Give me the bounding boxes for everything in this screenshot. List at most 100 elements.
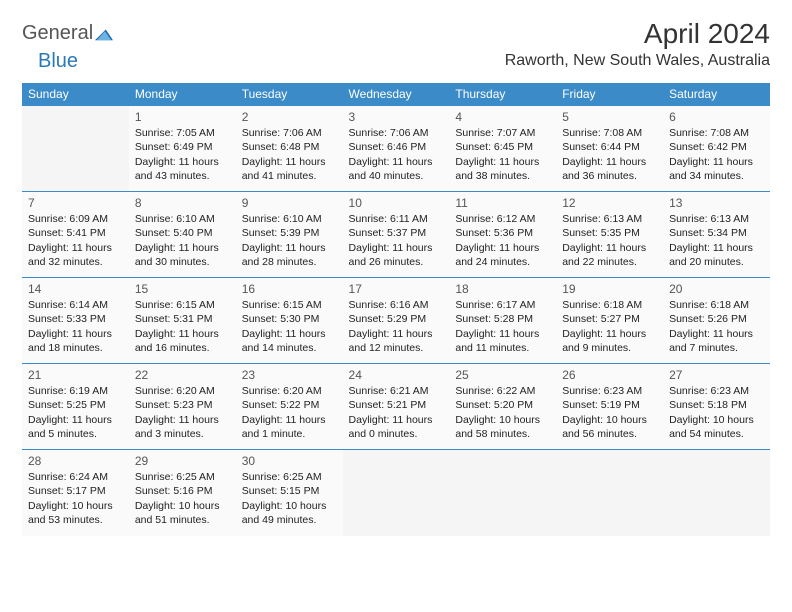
calendar-day-cell: 6Sunrise: 7:08 AMSunset: 6:42 PMDaylight… [663, 106, 770, 192]
sunrise-text: Sunrise: 6:24 AM [28, 470, 123, 484]
sunrise-text: Sunrise: 6:14 AM [28, 298, 123, 312]
calendar-day-cell: 15Sunrise: 6:15 AMSunset: 5:31 PMDayligh… [129, 278, 236, 364]
sunset-text: Sunset: 5:40 PM [135, 226, 230, 240]
sunrise-text: Sunrise: 7:06 AM [242, 126, 337, 140]
day-number: 13 [669, 195, 764, 211]
daylight-text: Daylight: 11 hours and 22 minutes. [562, 241, 657, 269]
day-number: 25 [455, 367, 550, 383]
day-number: 16 [242, 281, 337, 297]
day-number: 19 [562, 281, 657, 297]
sunset-text: Sunset: 6:45 PM [455, 140, 550, 154]
location-subtitle: Raworth, New South Wales, Australia [505, 52, 770, 70]
daylight-text: Daylight: 11 hours and 41 minutes. [242, 155, 337, 183]
daylight-text: Daylight: 11 hours and 38 minutes. [455, 155, 550, 183]
calendar-day-cell [663, 450, 770, 536]
daylight-text: Daylight: 10 hours and 53 minutes. [28, 499, 123, 527]
calendar-day-cell: 18Sunrise: 6:17 AMSunset: 5:28 PMDayligh… [449, 278, 556, 364]
sunset-text: Sunset: 5:35 PM [562, 226, 657, 240]
calendar-day-cell: 4Sunrise: 7:07 AMSunset: 6:45 PMDaylight… [449, 106, 556, 192]
day-number: 27 [669, 367, 764, 383]
sunrise-text: Sunrise: 6:15 AM [135, 298, 230, 312]
sunset-text: Sunset: 5:31 PM [135, 312, 230, 326]
sunset-text: Sunset: 5:20 PM [455, 398, 550, 412]
daylight-text: Daylight: 10 hours and 49 minutes. [242, 499, 337, 527]
day-header: Monday [129, 83, 236, 106]
calendar-day-cell: 7Sunrise: 6:09 AMSunset: 5:41 PMDaylight… [22, 192, 129, 278]
daylight-text: Daylight: 11 hours and 12 minutes. [349, 327, 444, 355]
day-header-row: SundayMondayTuesdayWednesdayThursdayFrid… [22, 83, 770, 106]
day-number: 21 [28, 367, 123, 383]
daylight-text: Daylight: 11 hours and 43 minutes. [135, 155, 230, 183]
calendar-page: General April 2024 Raworth, New South Wa… [0, 0, 792, 554]
daylight-text: Daylight: 11 hours and 32 minutes. [28, 241, 123, 269]
calendar-week-row: 7Sunrise: 6:09 AMSunset: 5:41 PMDaylight… [22, 192, 770, 278]
sunset-text: Sunset: 6:46 PM [349, 140, 444, 154]
sunrise-text: Sunrise: 7:08 AM [669, 126, 764, 140]
calendar-day-cell: 14Sunrise: 6:14 AMSunset: 5:33 PMDayligh… [22, 278, 129, 364]
sunset-text: Sunset: 6:42 PM [669, 140, 764, 154]
title-block: April 2024 Raworth, New South Wales, Aus… [505, 18, 770, 70]
sunrise-text: Sunrise: 6:23 AM [669, 384, 764, 398]
daylight-text: Daylight: 11 hours and 26 minutes. [349, 241, 444, 269]
sunset-text: Sunset: 5:15 PM [242, 484, 337, 498]
day-number: 9 [242, 195, 337, 211]
calendar-day-cell: 29Sunrise: 6:25 AMSunset: 5:16 PMDayligh… [129, 450, 236, 536]
sunrise-text: Sunrise: 6:10 AM [135, 212, 230, 226]
daylight-text: Daylight: 11 hours and 34 minutes. [669, 155, 764, 183]
calendar-table: SundayMondayTuesdayWednesdayThursdayFrid… [22, 83, 770, 536]
day-number: 14 [28, 281, 123, 297]
sunrise-text: Sunrise: 6:25 AM [135, 470, 230, 484]
sunset-text: Sunset: 5:28 PM [455, 312, 550, 326]
sunrise-text: Sunrise: 6:20 AM [135, 384, 230, 398]
calendar-week-row: 14Sunrise: 6:14 AMSunset: 5:33 PMDayligh… [22, 278, 770, 364]
sunrise-text: Sunrise: 6:21 AM [349, 384, 444, 398]
sunrise-text: Sunrise: 6:15 AM [242, 298, 337, 312]
calendar-day-cell [449, 450, 556, 536]
daylight-text: Daylight: 11 hours and 14 minutes. [242, 327, 337, 355]
sunset-text: Sunset: 5:27 PM [562, 312, 657, 326]
calendar-day-cell: 1Sunrise: 7:05 AMSunset: 6:49 PMDaylight… [129, 106, 236, 192]
sunset-text: Sunset: 5:36 PM [455, 226, 550, 240]
brand-triangle-icon [95, 27, 113, 41]
calendar-day-cell: 17Sunrise: 6:16 AMSunset: 5:29 PMDayligh… [343, 278, 450, 364]
brand-text-blue: Blue [38, 50, 78, 72]
calendar-day-cell: 22Sunrise: 6:20 AMSunset: 5:23 PMDayligh… [129, 364, 236, 450]
day-number: 17 [349, 281, 444, 297]
calendar-day-cell: 5Sunrise: 7:08 AMSunset: 6:44 PMDaylight… [556, 106, 663, 192]
sunrise-text: Sunrise: 6:16 AM [349, 298, 444, 312]
calendar-day-cell: 25Sunrise: 6:22 AMSunset: 5:20 PMDayligh… [449, 364, 556, 450]
calendar-day-cell: 26Sunrise: 6:23 AMSunset: 5:19 PMDayligh… [556, 364, 663, 450]
sunset-text: Sunset: 5:37 PM [349, 226, 444, 240]
calendar-day-cell [343, 450, 450, 536]
sunset-text: Sunset: 6:48 PM [242, 140, 337, 154]
sunset-text: Sunset: 6:49 PM [135, 140, 230, 154]
calendar-head: SundayMondayTuesdayWednesdayThursdayFrid… [22, 83, 770, 106]
day-number: 7 [28, 195, 123, 211]
calendar-day-cell: 28Sunrise: 6:24 AMSunset: 5:17 PMDayligh… [22, 450, 129, 536]
day-number: 3 [349, 109, 444, 125]
daylight-text: Daylight: 11 hours and 0 minutes. [349, 413, 444, 441]
calendar-day-cell: 12Sunrise: 6:13 AMSunset: 5:35 PMDayligh… [556, 192, 663, 278]
daylight-text: Daylight: 11 hours and 36 minutes. [562, 155, 657, 183]
sunset-text: Sunset: 5:26 PM [669, 312, 764, 326]
day-header: Wednesday [343, 83, 450, 106]
sunrise-text: Sunrise: 7:08 AM [562, 126, 657, 140]
day-number: 20 [669, 281, 764, 297]
sunrise-text: Sunrise: 6:20 AM [242, 384, 337, 398]
sunrise-text: Sunrise: 7:05 AM [135, 126, 230, 140]
calendar-week-row: 28Sunrise: 6:24 AMSunset: 5:17 PMDayligh… [22, 450, 770, 536]
day-number: 30 [242, 453, 337, 469]
daylight-text: Daylight: 10 hours and 56 minutes. [562, 413, 657, 441]
day-number: 5 [562, 109, 657, 125]
calendar-day-cell: 9Sunrise: 6:10 AMSunset: 5:39 PMDaylight… [236, 192, 343, 278]
daylight-text: Daylight: 11 hours and 20 minutes. [669, 241, 764, 269]
sunrise-text: Sunrise: 6:18 AM [562, 298, 657, 312]
day-number: 23 [242, 367, 337, 383]
day-header: Friday [556, 83, 663, 106]
day-number: 11 [455, 195, 550, 211]
sunset-text: Sunset: 5:39 PM [242, 226, 337, 240]
calendar-day-cell: 13Sunrise: 6:13 AMSunset: 5:34 PMDayligh… [663, 192, 770, 278]
sunset-text: Sunset: 5:34 PM [669, 226, 764, 240]
sunrise-text: Sunrise: 6:25 AM [242, 470, 337, 484]
sunset-text: Sunset: 5:21 PM [349, 398, 444, 412]
